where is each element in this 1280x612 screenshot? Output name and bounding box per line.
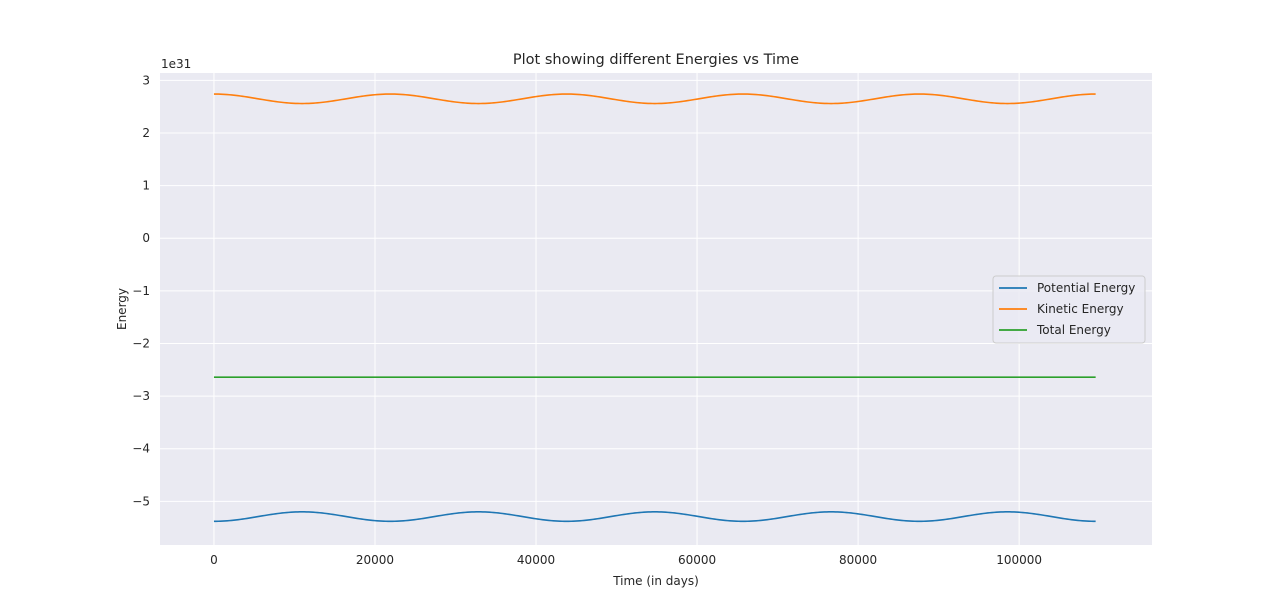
y-tick-label: 1 [142,179,150,193]
x-tick-label: 40000 [517,553,555,567]
x-axis-label: Time (in days) [612,574,699,588]
y-tick-label: 2 [142,126,150,140]
y-axis-offset-label: 1e31 [161,57,191,71]
legend-label: Kinetic Energy [1037,302,1124,316]
legend-label: Total Energy [1036,323,1111,337]
y-tick-label: −2 [132,336,150,350]
y-tick-label: −4 [132,442,150,456]
y-tick-label: −3 [132,389,150,403]
y-tick-label: 0 [142,231,150,245]
x-tick-label: 0 [210,553,218,567]
y-axis-ticks: 3 2 1 0 −1 −2 −3 −4 −5 [132,73,150,508]
x-tick-label: 20000 [356,553,394,567]
x-tick-label: 100000 [996,553,1042,567]
legend-label: Potential Energy [1037,281,1135,295]
legend: Potential Energy Kinetic Energy Total Ener… [992,275,1146,344]
y-tick-label: −5 [132,494,150,508]
x-axis-ticks: 0 20000 40000 60000 80000 100000 [210,553,1042,567]
x-tick-label: 80000 [839,553,877,567]
y-tick-label: −1 [132,284,150,298]
x-tick-label: 60000 [678,553,716,567]
series-lines [213,93,1096,523]
y-tick-label: 3 [142,73,150,87]
gridlines [160,73,1152,545]
chart-title: Plot showing different Energies vs Time [513,52,799,68]
plot-area [160,73,1152,545]
series-line-potential-energy [213,511,1096,523]
legend-box [992,275,1146,344]
series-line-kinetic-energy [213,93,1096,105]
y-axis-label: Energy [115,288,129,330]
